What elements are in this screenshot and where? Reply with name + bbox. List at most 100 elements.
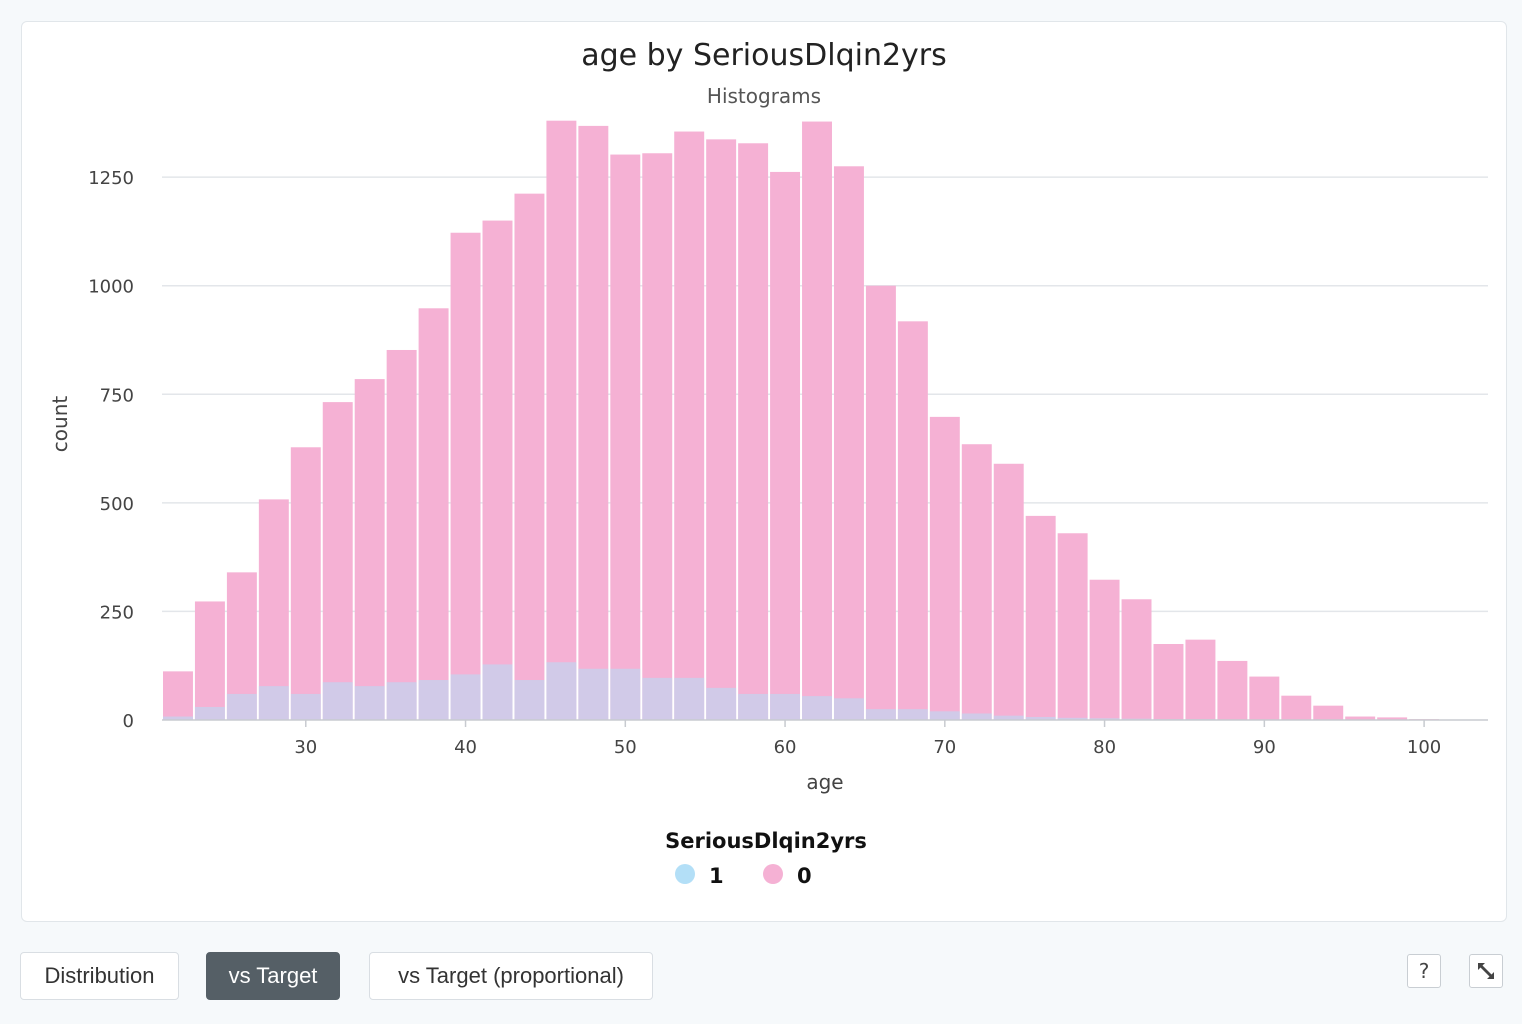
y-tick-label: 1250	[88, 168, 134, 189]
bar-series-0[interactable]	[1217, 660, 1248, 720]
legend-label-0: 0	[797, 864, 812, 888]
bar-series-0[interactable]	[258, 499, 289, 720]
bar-series-1[interactable]	[194, 706, 225, 720]
bar-series-1[interactable]	[450, 674, 481, 720]
bar-series-0[interactable]	[163, 671, 193, 720]
y-tick-label: 750	[100, 385, 134, 406]
bar-series-0[interactable]	[833, 166, 864, 721]
chart-title: age by SeriousDlqin2yrs	[581, 38, 947, 73]
bar-series-0[interactable]	[1089, 579, 1120, 720]
bar-series-0[interactable]	[578, 125, 609, 720]
bar-series-0[interactable]	[322, 402, 353, 720]
bar-series-1[interactable]	[546, 662, 577, 720]
bar-series-0[interactable]	[1345, 716, 1376, 720]
bar-series-0[interactable]	[386, 349, 417, 720]
bar-series-0[interactable]	[1153, 644, 1184, 720]
bar-series-0[interactable]	[642, 153, 673, 720]
legend-swatch-0	[763, 864, 783, 884]
bar-series-1[interactable]	[738, 693, 769, 720]
bar-series-1[interactable]	[163, 716, 193, 720]
bar-series-0[interactable]	[1313, 705, 1344, 720]
bar-series-0[interactable]	[897, 321, 928, 720]
bar-series-0[interactable]	[290, 447, 321, 720]
bar-series-0[interactable]	[865, 285, 896, 720]
bar-series-0[interactable]	[770, 171, 801, 721]
legend-label-1: 1	[709, 864, 724, 888]
bar-series-1[interactable]	[1057, 717, 1088, 720]
y-tick-label: 250	[100, 602, 134, 623]
bar-series-1[interactable]	[642, 677, 673, 720]
chart-card: age by SeriousDlqin2yrs Histograms 0 250 5…	[21, 21, 1507, 922]
bar-series-0[interactable]	[1377, 717, 1408, 720]
help-button[interactable]: ?	[1407, 954, 1441, 988]
x-tick-label: 30	[294, 737, 317, 758]
tab-vs-target-proportional[interactable]: vs Target (proportional)	[369, 952, 653, 1000]
bar-series-1[interactable]	[1025, 716, 1056, 720]
x-tick-label: 50	[614, 737, 637, 758]
bar-series-0[interactable]	[610, 154, 641, 720]
bar-series-1[interactable]	[258, 686, 289, 720]
bar-series-1[interactable]	[929, 711, 960, 720]
bar-series-0[interactable]	[1185, 639, 1216, 720]
bar-series-1[interactable]	[418, 680, 449, 720]
bar-series-1[interactable]	[802, 696, 832, 720]
axes: 0 250 500 750 1000 1250 30 40 50 60 70 80 90 100	[88, 168, 1488, 758]
bar-series-1[interactable]	[482, 664, 513, 720]
bar-series-1[interactable]	[961, 713, 992, 720]
bar-series-0[interactable]	[1025, 515, 1056, 720]
bar-series-1[interactable]	[897, 709, 928, 720]
bar-series-0[interactable]	[1281, 695, 1312, 720]
histogram-chart: age by SeriousDlqin2yrs Histograms 0 250 5…	[48, 38, 1488, 888]
bar-series-1[interactable]	[322, 682, 353, 720]
bar-series-0[interactable]	[418, 308, 449, 720]
bar-series-0[interactable]	[1057, 533, 1088, 720]
legend-title: SeriousDlqin2yrs	[665, 829, 867, 853]
bar-series-0[interactable]	[354, 379, 385, 720]
bar-series-1[interactable]	[706, 687, 737, 720]
x-tick-label: 90	[1253, 737, 1276, 758]
bar-series-0[interactable]	[514, 193, 545, 720]
series-0-bars	[163, 120, 1472, 721]
bar-series-1[interactable]	[354, 686, 385, 720]
bar-series-0[interactable]	[993, 463, 1024, 720]
bar-series-0[interactable]	[1121, 599, 1152, 720]
bar-series-0[interactable]	[674, 131, 705, 720]
y-tick-label: 500	[100, 494, 134, 515]
bar-series-0[interactable]	[738, 143, 769, 721]
bar-series-0[interactable]	[194, 601, 225, 720]
bar-series-1[interactable]	[226, 693, 257, 720]
help-icon: ?	[1418, 959, 1430, 983]
expand-button[interactable]	[1469, 954, 1503, 988]
bar-series-0[interactable]	[929, 416, 960, 720]
legend-swatch-1	[675, 864, 695, 884]
x-tick-label: 80	[1093, 737, 1116, 758]
legend-item-1[interactable]: 1	[675, 864, 724, 888]
legend-item-0[interactable]: 0	[763, 864, 812, 888]
bar-series-1[interactable]	[674, 677, 705, 720]
bar-series-1[interactable]	[993, 715, 1024, 720]
bar-series-0[interactable]	[546, 120, 577, 720]
y-tick-label: 1000	[88, 277, 134, 298]
x-tick-label: 70	[933, 737, 956, 758]
bar-series-0[interactable]	[961, 444, 992, 720]
x-tick-label: 60	[774, 737, 797, 758]
bar-series-0[interactable]	[706, 139, 737, 721]
bar-series-0[interactable]	[450, 232, 481, 720]
y-axis-label: count	[48, 396, 72, 453]
bar-series-1[interactable]	[1089, 718, 1120, 720]
bar-series-1[interactable]	[865, 709, 896, 720]
bar-series-1[interactable]	[770, 693, 801, 720]
tab-vs-target[interactable]: vs Target	[206, 952, 340, 1000]
tab-distribution[interactable]: Distribution	[20, 952, 179, 1000]
bar-series-0[interactable]	[1249, 676, 1280, 720]
bar-series-1[interactable]	[514, 680, 545, 720]
bar-series-0[interactable]	[802, 121, 832, 721]
bar-series-1[interactable]	[578, 668, 609, 720]
bar-series-1[interactable]	[610, 668, 641, 720]
bar-series-1[interactable]	[290, 693, 321, 720]
bar-series-0[interactable]	[482, 220, 513, 721]
y-tick-label: 0	[123, 711, 134, 732]
bar-series-1[interactable]	[386, 682, 417, 720]
bar-series-1[interactable]	[833, 698, 864, 720]
x-tick-label: 100	[1407, 737, 1441, 758]
